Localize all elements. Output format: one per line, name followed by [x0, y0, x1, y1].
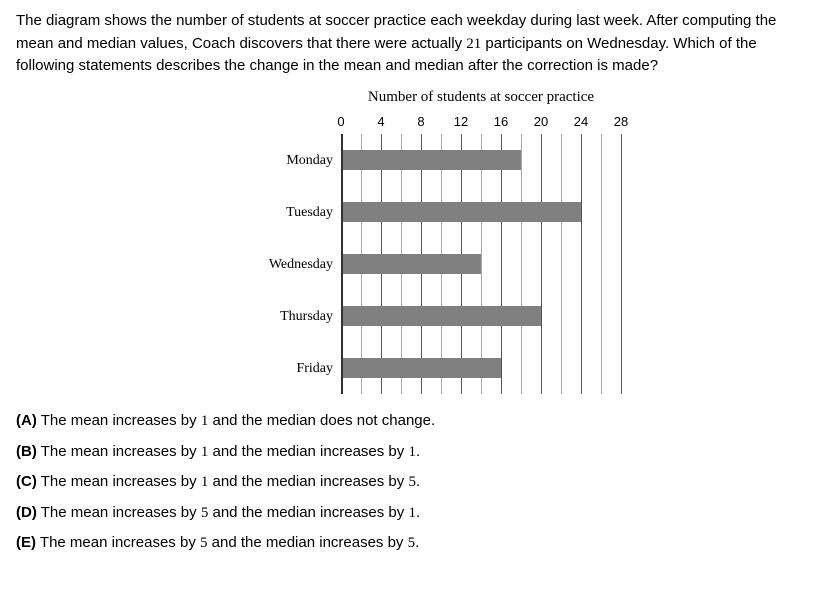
- answer-option: (D) The mean increases by 5 and the medi…: [16, 502, 806, 525]
- x-tick-label: 28: [614, 112, 628, 132]
- plot-area: [341, 134, 621, 394]
- y-axis-label: Friday: [261, 342, 333, 394]
- bar-row: [341, 238, 621, 290]
- bar-chart: Number of students at soccer practice Mo…: [16, 86, 806, 395]
- x-tick-label: 12: [454, 112, 468, 132]
- answer-num: 1: [408, 505, 416, 521]
- chart-title: Number of students at soccer practice: [288, 86, 594, 109]
- x-tick-label: 20: [534, 112, 548, 132]
- y-axis-line: [341, 134, 343, 394]
- answer-text: .: [416, 443, 420, 460]
- answer-num: 1: [408, 444, 416, 460]
- question-value: 21: [466, 36, 481, 52]
- x-axis-labels: 0481216202428: [341, 112, 621, 134]
- y-axis-label: Monday: [261, 134, 333, 186]
- answer-text: .: [416, 504, 420, 521]
- answer-text: The mean increases by: [41, 443, 201, 460]
- bar-row: [341, 290, 621, 342]
- answer-text: and the median does not change.: [208, 412, 435, 429]
- x-tick-label: 4: [377, 112, 384, 132]
- answer-text: .: [415, 534, 419, 551]
- answer-text: and the median increases by: [207, 534, 407, 551]
- answer-num: 5: [408, 535, 416, 551]
- answer-option: (A) The mean increases by 1 and the medi…: [16, 410, 806, 433]
- bar-row: [341, 186, 621, 238]
- bar: [341, 254, 481, 274]
- answer-option: (E) The mean increases by 5 and the medi…: [16, 532, 806, 555]
- bar: [341, 358, 501, 378]
- y-axis-labels: MondayTuesdayWednesdayThursdayFriday: [261, 112, 341, 394]
- answer-num: 5: [408, 474, 416, 490]
- answer-options: (A) The mean increases by 1 and the medi…: [16, 410, 806, 555]
- answer-id: (A): [16, 412, 37, 429]
- answer-option: (B) The mean increases by 1 and the medi…: [16, 441, 806, 464]
- answer-id: (E): [16, 534, 36, 551]
- x-tick-label: 8: [417, 112, 424, 132]
- answer-text: The mean increases by: [40, 534, 200, 551]
- answer-text: The mean increases by: [41, 504, 201, 521]
- bar-row: [341, 134, 621, 186]
- x-tick-label: 16: [494, 112, 508, 132]
- question-text: The diagram shows the number of students…: [16, 10, 806, 78]
- answer-id: (B): [16, 443, 37, 460]
- answer-option: (C) The mean increases by 1 and the medi…: [16, 471, 806, 494]
- bar: [341, 306, 541, 326]
- answer-text: The mean increases by: [41, 412, 201, 429]
- bar: [341, 150, 521, 170]
- answer-id: (D): [16, 504, 37, 521]
- y-axis-label: Wednesday: [261, 238, 333, 290]
- answer-text: .: [416, 473, 420, 490]
- answer-text: and the median increases by: [208, 443, 408, 460]
- answer-text: and the median increases by: [208, 504, 408, 521]
- x-tick-label: 24: [574, 112, 588, 132]
- answer-id: (C): [16, 473, 37, 490]
- gridline-major: [621, 134, 622, 394]
- y-axis-label: Tuesday: [261, 186, 333, 238]
- x-tick-label: 0: [337, 112, 344, 132]
- answer-text: The mean increases by: [41, 473, 201, 490]
- chart-inner: MondayTuesdayWednesdayThursdayFriday 0 4 8…: [261, 112, 621, 394]
- y-axis-label: Thursday: [261, 290, 333, 342]
- bar: [341, 202, 581, 222]
- answer-text: and the median increases by: [208, 473, 408, 490]
- bar-row: [341, 342, 621, 394]
